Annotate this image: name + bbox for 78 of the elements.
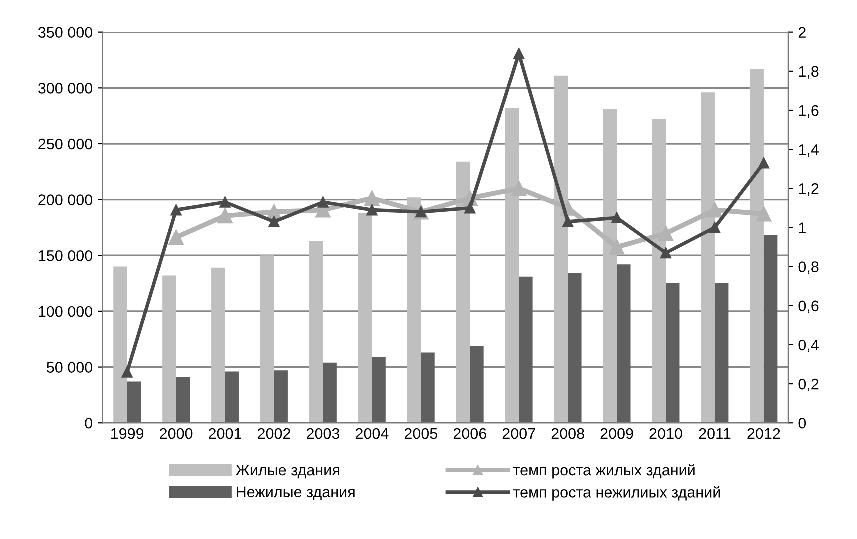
bar bbox=[372, 357, 386, 424]
point bbox=[122, 366, 133, 378]
bar bbox=[127, 382, 142, 424]
x-tick-label: 2009 bbox=[600, 428, 634, 440]
y2-tick-label: 0,4 bbox=[798, 340, 819, 352]
x-tick-label: 2011 bbox=[699, 428, 731, 440]
y-tick-label: 150 000 bbox=[39, 250, 93, 262]
y2-tick-label: 1,8 bbox=[799, 66, 819, 79]
point bbox=[366, 204, 378, 216]
y2-tick-label: 0,8 bbox=[798, 262, 819, 274]
legend-label: темп роста жилых зданий bbox=[513, 464, 695, 479]
point bbox=[220, 196, 231, 208]
x-tick-label: 2002 bbox=[258, 428, 290, 440]
x-tick-label: 2004 bbox=[356, 428, 389, 440]
bar bbox=[568, 274, 582, 424]
y2-tick-label: 1,6 bbox=[799, 105, 819, 118]
y2-tick-label: 0,2 bbox=[798, 378, 819, 392]
point bbox=[511, 181, 527, 196]
y2-tick-label: 2 bbox=[798, 27, 806, 38]
x-tick-label: 2000 bbox=[160, 428, 193, 440]
point bbox=[660, 248, 672, 259]
point bbox=[562, 216, 574, 228]
point bbox=[268, 216, 280, 228]
bar bbox=[519, 276, 533, 424]
x-tick-label: 2001 bbox=[209, 428, 242, 440]
point bbox=[170, 204, 182, 216]
y-tick-label: 350 000 bbox=[38, 27, 93, 38]
x-tick-label: 2007 bbox=[502, 428, 536, 440]
y2-tick-label: 0 bbox=[798, 418, 806, 429]
point bbox=[609, 240, 625, 255]
point bbox=[218, 208, 233, 224]
bar bbox=[421, 352, 435, 424]
y-tick-label: 0 bbox=[85, 418, 93, 429]
point bbox=[756, 206, 772, 222]
x-tick-label: 1999 bbox=[112, 428, 144, 440]
y-tick-label: 200 000 bbox=[38, 194, 93, 206]
y2-tick-label: 1 bbox=[799, 222, 806, 234]
x-tick-label: 2008 bbox=[552, 428, 584, 440]
bar bbox=[225, 372, 239, 424]
bar bbox=[617, 264, 631, 424]
point bbox=[611, 212, 623, 224]
y2-tick-label: 1,4 bbox=[799, 144, 819, 158]
x-tick-label: 2003 bbox=[306, 428, 340, 440]
bar bbox=[310, 241, 324, 424]
bar bbox=[323, 362, 337, 424]
y-tick-label: 100 000 bbox=[39, 306, 93, 318]
bar bbox=[260, 256, 274, 424]
bar bbox=[470, 346, 484, 424]
legend-label: Жилые здания bbox=[236, 465, 340, 479]
bar bbox=[212, 268, 226, 424]
x-tick-label: 2012 bbox=[748, 428, 780, 440]
point bbox=[658, 226, 674, 242]
point bbox=[707, 202, 723, 218]
x-tick-label: 2010 bbox=[650, 428, 682, 440]
x-tick-label: 2006 bbox=[454, 428, 486, 440]
legend-label: Нежилые здания bbox=[237, 486, 355, 500]
x-tick-label: 2005 bbox=[404, 428, 438, 440]
bar bbox=[666, 284, 680, 424]
point bbox=[364, 190, 380, 206]
point bbox=[168, 230, 184, 246]
point bbox=[514, 48, 525, 60]
bar bbox=[162, 276, 176, 424]
y-tick-label: 250 000 bbox=[38, 138, 93, 150]
bar bbox=[714, 284, 729, 424]
bar bbox=[176, 377, 190, 424]
y-tick-label: 300 000 bbox=[38, 83, 93, 94]
bar bbox=[358, 213, 372, 424]
y2-tick-label: 0,6 bbox=[798, 300, 819, 314]
y2-tick-label: 1,2 bbox=[799, 184, 819, 196]
point bbox=[464, 202, 476, 214]
point bbox=[318, 196, 329, 208]
y-tick-label: 50 000 bbox=[47, 362, 93, 373]
bar bbox=[764, 236, 778, 424]
legend-label: темп роста нежилиых зданий bbox=[513, 486, 720, 501]
point bbox=[709, 222, 721, 234]
bar bbox=[114, 266, 128, 424]
bar bbox=[274, 370, 288, 424]
point bbox=[758, 158, 770, 169]
